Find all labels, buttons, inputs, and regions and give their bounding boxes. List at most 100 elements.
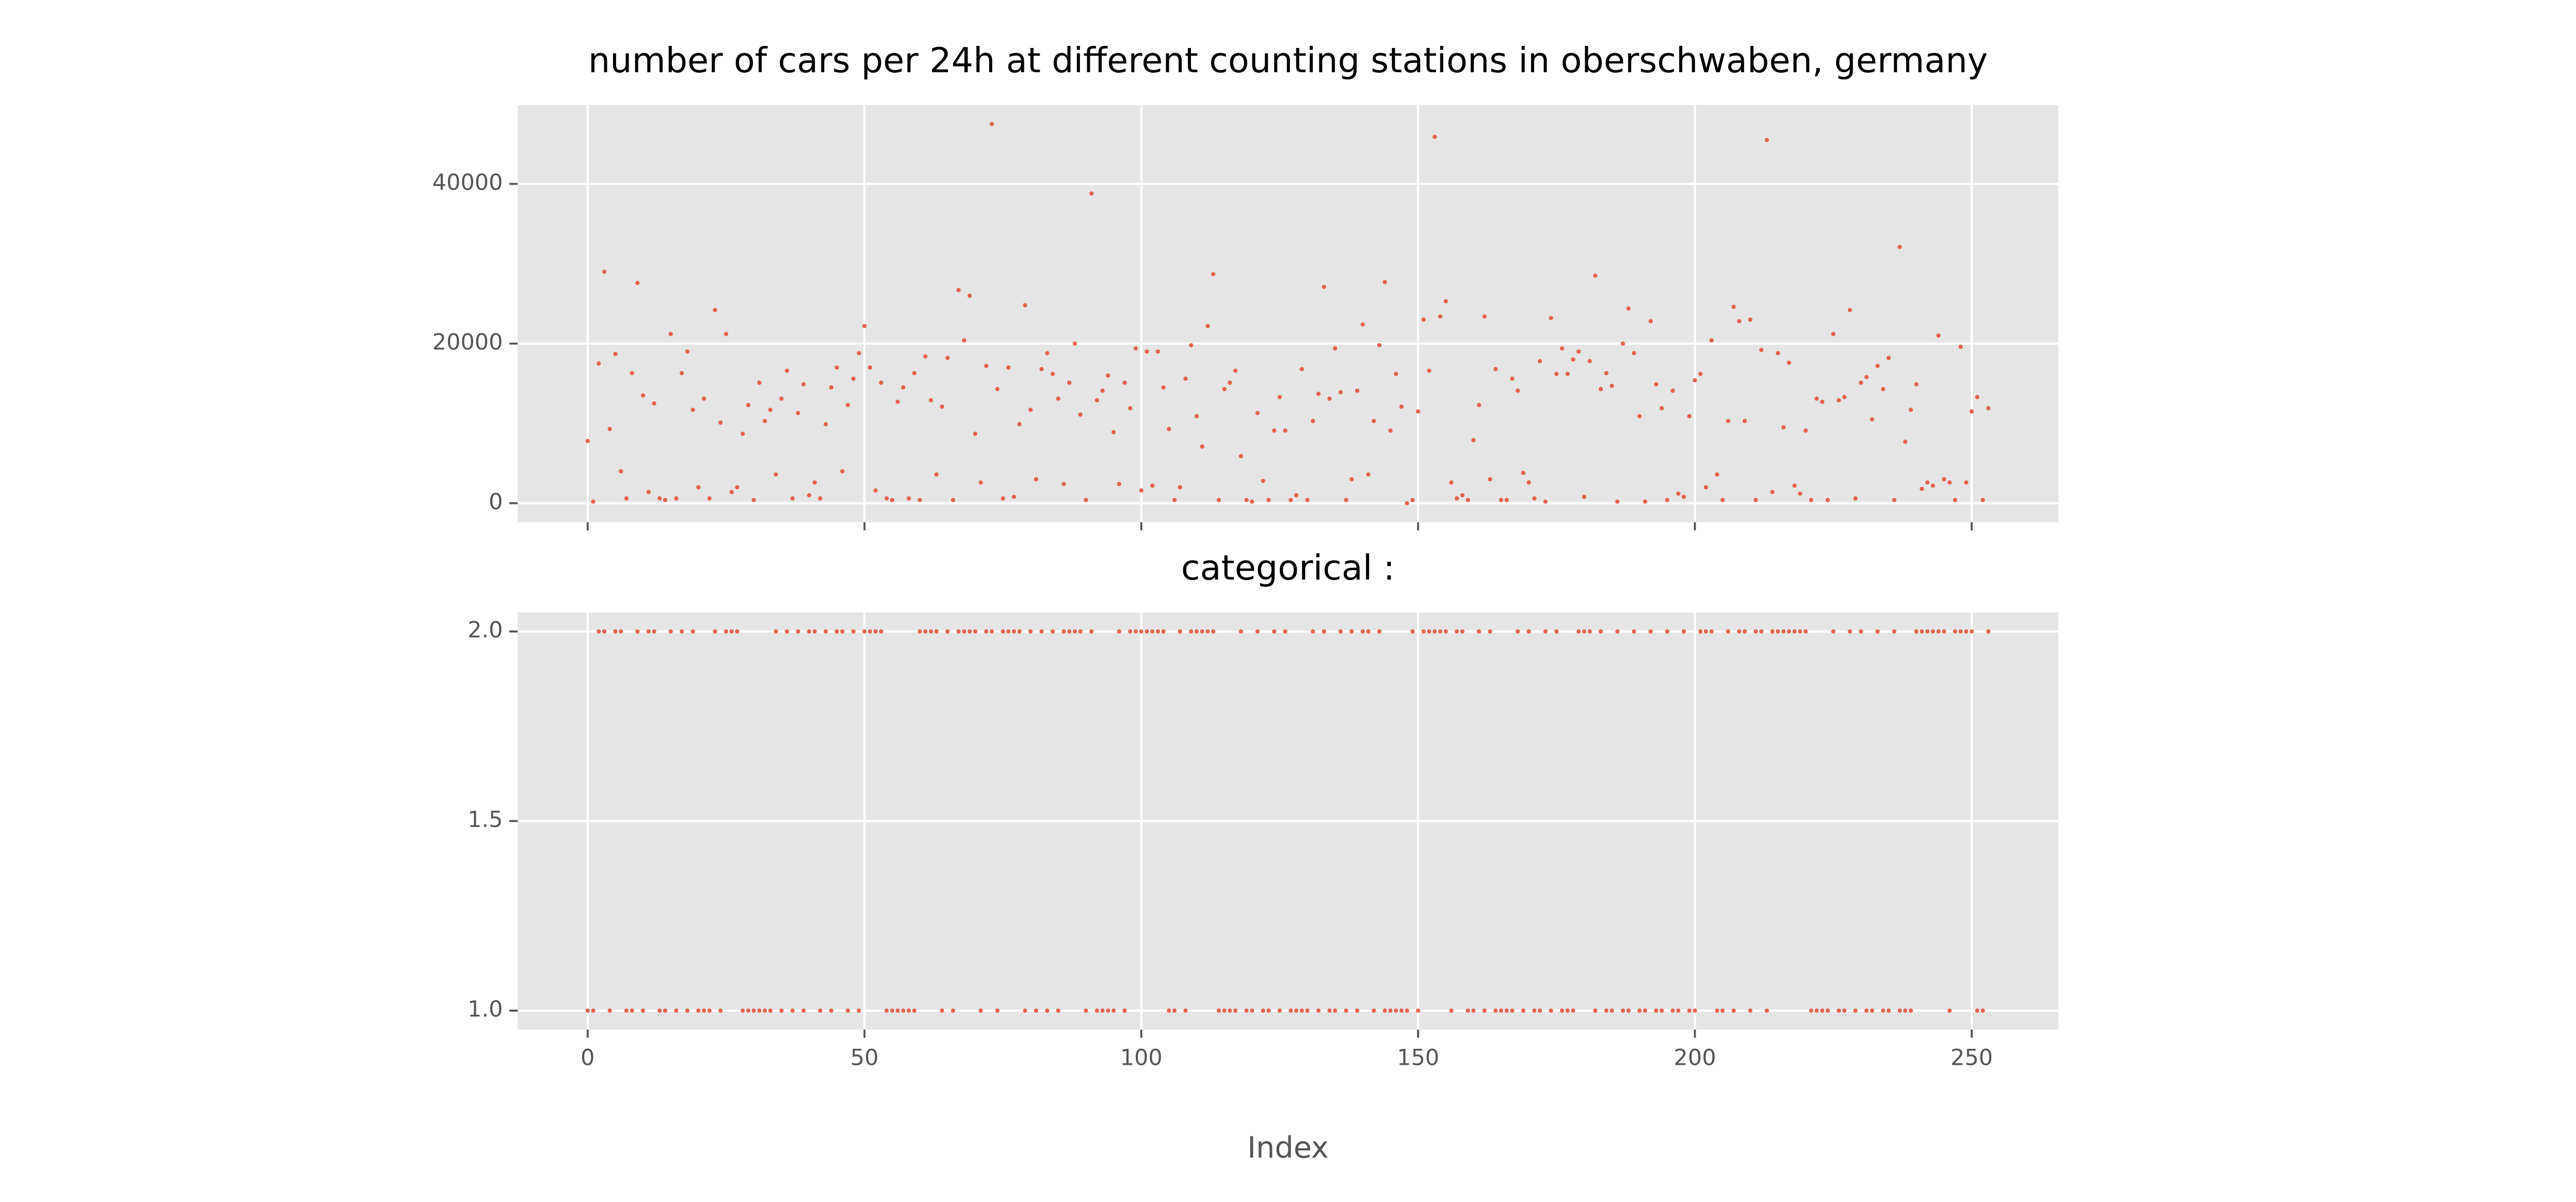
data-point — [1792, 483, 1797, 488]
data-point — [1681, 629, 1686, 634]
data-point — [635, 629, 640, 634]
data-point — [917, 629, 922, 634]
data-point — [1167, 1008, 1171, 1013]
data-point — [1355, 1008, 1360, 1013]
data-point — [1687, 414, 1692, 418]
data-point — [1875, 629, 1880, 634]
data-point — [685, 349, 690, 354]
data-point — [1964, 480, 1969, 485]
data-point — [735, 629, 739, 634]
data-point — [1228, 380, 1232, 385]
data-point — [1526, 629, 1531, 634]
data-point — [1471, 1008, 1476, 1013]
data-point — [624, 1008, 629, 1013]
data-point — [1001, 496, 1005, 501]
data-point — [1061, 629, 1066, 634]
data-point — [812, 480, 817, 485]
data-point — [945, 629, 950, 634]
data-point — [984, 629, 989, 634]
data-point — [784, 629, 790, 634]
data-point — [1344, 498, 1348, 502]
data-point — [1372, 418, 1376, 424]
data-point — [652, 401, 656, 406]
data-point — [1028, 408, 1033, 412]
data-point — [1648, 319, 1653, 323]
data-point — [757, 380, 762, 385]
data-point — [818, 496, 823, 501]
data-point — [1881, 1008, 1886, 1013]
data-point — [928, 398, 933, 402]
data-point — [1942, 629, 1946, 634]
data-point — [1072, 629, 1077, 634]
data-point — [1233, 1008, 1238, 1013]
data-point — [1277, 1008, 1282, 1013]
data-point — [812, 629, 817, 634]
data-point — [723, 332, 729, 336]
data-point — [1493, 1008, 1498, 1013]
data-point — [1449, 1008, 1454, 1013]
x-tick-label: 50 — [850, 1045, 879, 1071]
data-point — [1781, 629, 1786, 634]
data-point — [917, 498, 922, 502]
data-point — [1244, 1008, 1249, 1013]
data-point — [1222, 387, 1227, 392]
data-point — [1488, 629, 1492, 634]
data-point — [1205, 323, 1210, 329]
data-point — [729, 629, 734, 634]
data-point — [1914, 382, 1919, 387]
data-point — [1089, 629, 1094, 634]
data-point — [585, 1008, 590, 1013]
data-point — [1759, 348, 1764, 352]
x-tick-label: 150 — [1397, 1045, 1439, 1071]
data-point — [1549, 1008, 1553, 1013]
data-point — [818, 1008, 823, 1013]
data-point — [646, 629, 651, 634]
x-axis-label: Index — [1247, 1130, 1329, 1165]
data-point — [879, 629, 883, 634]
y-tick-label: 2.0 — [468, 618, 503, 643]
data-point — [1482, 314, 1487, 319]
data-point — [1283, 428, 1287, 433]
data-point — [1023, 1008, 1027, 1013]
data-point — [1504, 498, 1509, 502]
data-point — [1604, 371, 1609, 376]
data-point — [1045, 1008, 1050, 1013]
x-tick-label: 100 — [1120, 1045, 1163, 1071]
data-point — [1786, 629, 1792, 634]
data-point — [956, 629, 961, 634]
data-point — [718, 1008, 723, 1013]
data-point — [951, 498, 956, 502]
data-point — [1720, 498, 1725, 502]
data-point — [1814, 396, 1819, 401]
data-point — [1388, 428, 1393, 433]
data-point — [1233, 368, 1238, 373]
data-point — [1311, 629, 1315, 634]
data-point — [1205, 629, 1210, 634]
data-point — [1654, 1008, 1659, 1013]
data-point — [1609, 383, 1614, 388]
data-point — [1388, 1008, 1393, 1013]
data-point — [840, 469, 845, 474]
data-point — [1216, 498, 1221, 502]
data-point — [1194, 414, 1199, 418]
data-point — [768, 1008, 773, 1013]
data-point — [1559, 346, 1565, 351]
data-point — [624, 496, 629, 501]
data-point — [1311, 418, 1315, 424]
subplot: 1.0 1.5 2.0 0 50 100 150 200 250 categorical : Ind… — [468, 548, 2058, 1165]
data-point — [1183, 376, 1188, 381]
data-point — [1305, 498, 1310, 502]
data-point — [1189, 629, 1194, 634]
data-point — [1432, 135, 1437, 139]
data-point — [1886, 1008, 1891, 1013]
data-point — [1670, 388, 1675, 393]
data-point — [1964, 629, 1969, 634]
data-point — [1294, 493, 1299, 498]
data-point — [1881, 387, 1886, 392]
data-point — [906, 496, 911, 501]
data-point — [790, 1008, 795, 1013]
data-point — [901, 1008, 906, 1013]
data-point — [1521, 1008, 1526, 1013]
data-point — [1986, 406, 1991, 411]
data-point — [602, 269, 607, 274]
